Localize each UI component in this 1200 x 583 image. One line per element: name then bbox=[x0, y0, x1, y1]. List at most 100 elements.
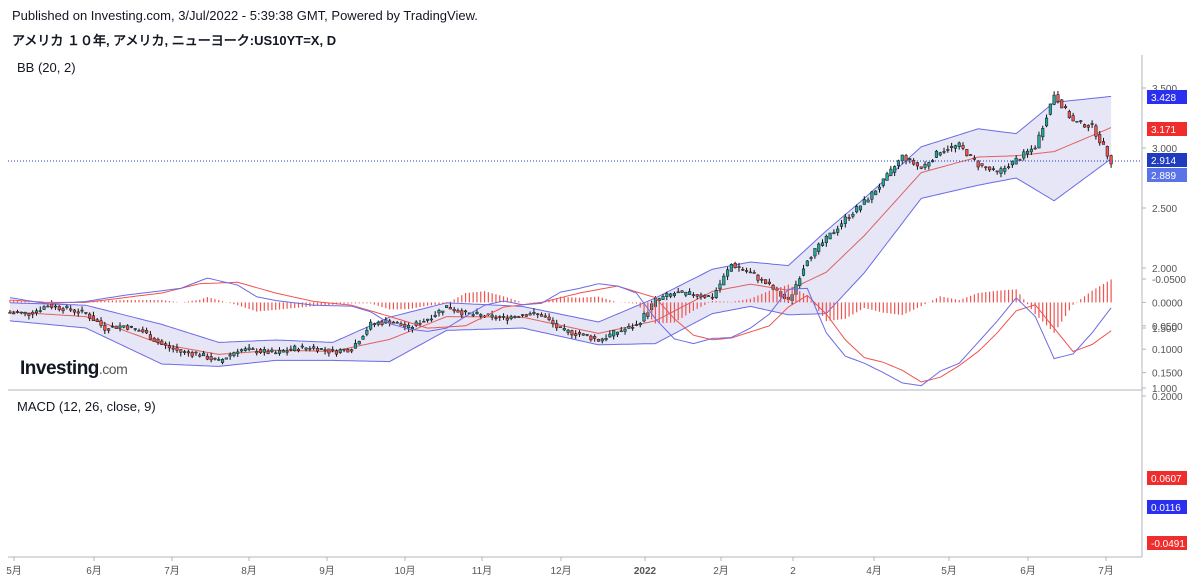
candle-body bbox=[34, 310, 39, 314]
candle-body bbox=[209, 356, 213, 361]
candle-body bbox=[604, 338, 608, 341]
candle-body bbox=[619, 330, 623, 333]
candle-body bbox=[160, 340, 164, 345]
candle-body bbox=[1048, 103, 1052, 115]
candle-body bbox=[27, 313, 31, 316]
macd-tag-bg bbox=[1147, 500, 1187, 514]
candle-body bbox=[877, 186, 882, 190]
candle-body bbox=[103, 324, 107, 331]
candle-body bbox=[965, 149, 969, 157]
candle-body bbox=[699, 294, 703, 298]
candle-body bbox=[308, 348, 312, 350]
candle-body bbox=[957, 142, 961, 147]
candle-body bbox=[1029, 148, 1033, 153]
candle-body bbox=[988, 166, 992, 171]
candle-body bbox=[437, 310, 441, 314]
candle-body bbox=[23, 312, 27, 315]
candle-body bbox=[228, 354, 232, 357]
candle-body bbox=[1101, 141, 1106, 145]
candle-body bbox=[471, 314, 475, 316]
candle-body bbox=[551, 320, 555, 324]
candle-body bbox=[95, 319, 99, 322]
bb-upper-tag-bg bbox=[1147, 90, 1187, 104]
candle-body bbox=[441, 310, 445, 313]
price-axis-label: 2.500 bbox=[1152, 204, 1177, 215]
candle-body bbox=[133, 328, 137, 330]
candle-body bbox=[520, 314, 525, 316]
candle-body bbox=[912, 160, 916, 165]
candle-body bbox=[642, 313, 646, 322]
histogram-tag: -0.0491 bbox=[1151, 539, 1185, 550]
candle-body bbox=[167, 345, 171, 349]
candle-body bbox=[65, 305, 69, 308]
candle-body bbox=[536, 313, 540, 316]
candle-body bbox=[1109, 155, 1113, 165]
candle-body bbox=[950, 146, 954, 148]
candle-body bbox=[1086, 125, 1090, 128]
candle-body bbox=[152, 337, 156, 342]
candle-body bbox=[346, 348, 350, 353]
price-axis-label: 1.500 bbox=[1152, 324, 1177, 335]
candle-body bbox=[179, 349, 183, 353]
last-close-tag-bg bbox=[1147, 153, 1187, 167]
candle-body bbox=[942, 151, 946, 153]
candle-body bbox=[676, 291, 680, 294]
candle-body bbox=[995, 170, 999, 173]
candle-body bbox=[684, 291, 688, 296]
candle-body bbox=[107, 328, 111, 331]
candle-body bbox=[946, 149, 950, 151]
candle-body bbox=[258, 349, 263, 353]
last-close-tag: 2.914 bbox=[1151, 156, 1176, 167]
candle-body bbox=[969, 154, 973, 156]
candle-body bbox=[1075, 121, 1079, 123]
candle-body bbox=[555, 323, 559, 329]
candle-body bbox=[881, 178, 885, 186]
candle-body bbox=[236, 351, 240, 354]
candle-body bbox=[399, 323, 403, 326]
candle-body bbox=[501, 316, 506, 318]
price-axis-label: 1.000 bbox=[1152, 384, 1177, 395]
candle-body bbox=[76, 311, 80, 314]
candle-body bbox=[1082, 124, 1087, 128]
bb-basis-tag-bg bbox=[1147, 122, 1187, 136]
candle-body bbox=[331, 349, 335, 351]
candle-body bbox=[1010, 160, 1014, 166]
candle-body bbox=[585, 334, 589, 336]
candle-body bbox=[1033, 147, 1037, 150]
candle-body bbox=[148, 334, 152, 340]
candle-body bbox=[426, 318, 430, 321]
signal-tag-bg bbox=[1147, 471, 1187, 485]
candle-body bbox=[1063, 106, 1068, 108]
candle-body bbox=[46, 305, 50, 308]
candle-body bbox=[175, 347, 179, 351]
candle-body bbox=[1071, 115, 1075, 122]
logo-suffix: .com bbox=[98, 361, 128, 377]
candle-body bbox=[915, 162, 919, 167]
time-axis-label: 10月 bbox=[394, 565, 415, 577]
candle-body bbox=[369, 321, 373, 330]
candle-body bbox=[110, 325, 114, 328]
candle-body bbox=[1090, 123, 1094, 125]
logo-main: Investing bbox=[20, 358, 99, 379]
candle-body bbox=[1067, 111, 1071, 118]
candle-body bbox=[532, 312, 536, 315]
macd-line bbox=[9, 277, 1112, 387]
candle-body bbox=[429, 318, 433, 321]
candle-body bbox=[129, 326, 133, 328]
candle-body bbox=[251, 348, 255, 350]
candle-body bbox=[380, 321, 384, 325]
candle-body bbox=[353, 343, 357, 349]
candle-body bbox=[889, 168, 893, 176]
candle-body bbox=[631, 327, 635, 329]
time-axis-label: 5月 bbox=[6, 565, 22, 577]
candle-body bbox=[490, 314, 494, 318]
bb-band-fill bbox=[9, 96, 1112, 367]
candle-body bbox=[205, 355, 209, 360]
candle-body bbox=[976, 160, 980, 168]
candle-body bbox=[596, 338, 601, 342]
time-axis-label: 7月 bbox=[164, 565, 180, 577]
candle-body bbox=[137, 330, 141, 332]
candle-body bbox=[688, 291, 692, 295]
candle-body bbox=[460, 310, 464, 316]
